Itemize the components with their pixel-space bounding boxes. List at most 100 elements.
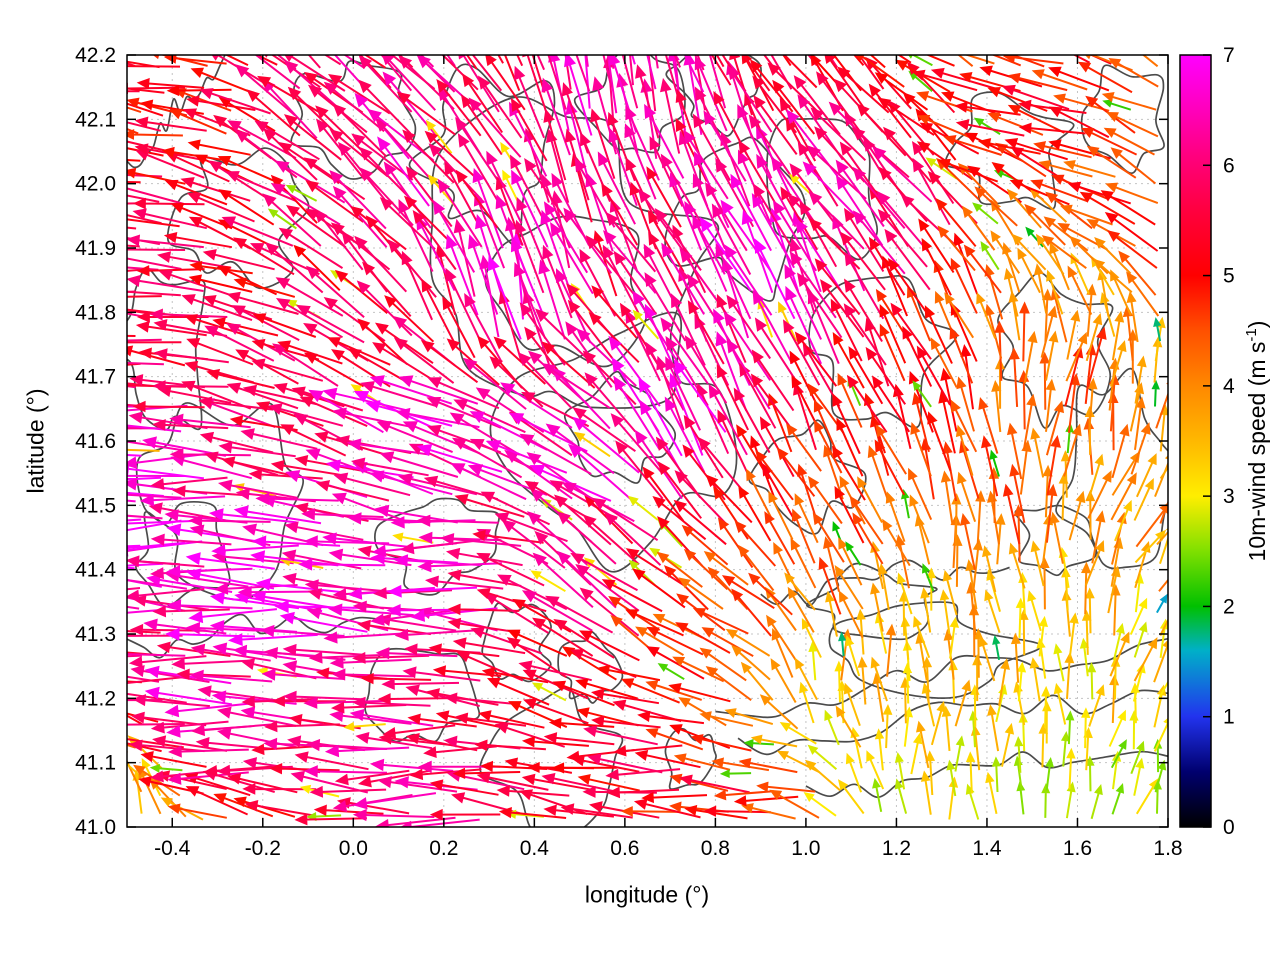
wind-arrow xyxy=(186,95,256,111)
wind-arrow xyxy=(1085,755,1095,792)
wind-arrow xyxy=(657,461,702,519)
wind-arrow xyxy=(1080,127,1138,156)
wind-arrow xyxy=(1042,288,1053,343)
wind-arrow xyxy=(358,79,412,135)
wind-arrow xyxy=(703,805,771,817)
wind-arrow xyxy=(874,439,906,496)
wind-arrow xyxy=(208,160,273,203)
wind-arrow xyxy=(849,495,884,545)
wind-arrow xyxy=(751,192,795,269)
wind-arrow xyxy=(190,643,271,662)
wind-arrow xyxy=(451,792,523,815)
wind-arrow xyxy=(648,231,683,297)
wind-arrow xyxy=(922,563,935,592)
wind-arrow xyxy=(1159,527,1168,565)
wind-arrow xyxy=(360,672,432,685)
wind-arrow xyxy=(437,178,483,248)
wind-arrow xyxy=(975,490,986,545)
wind-arrow xyxy=(627,495,659,521)
wind-arrow xyxy=(1039,351,1051,410)
wind-arrow xyxy=(543,108,567,181)
wind-arrow xyxy=(132,208,208,230)
wind-arrow xyxy=(1135,453,1157,498)
wind-arrow xyxy=(865,56,912,110)
wind-arrow xyxy=(690,734,752,752)
wind-arrow xyxy=(1084,540,1105,586)
wind-arrow xyxy=(255,401,324,427)
wind-arrow xyxy=(553,618,615,659)
wind-arrow xyxy=(1041,685,1051,728)
wind-arrow xyxy=(754,238,796,320)
wind-arrow xyxy=(1043,216,1089,252)
wind-arrow xyxy=(285,184,318,202)
wind-arrow xyxy=(263,646,346,661)
wind-arrow xyxy=(830,298,863,362)
wind-arrow xyxy=(274,600,365,613)
wind-arrow xyxy=(127,65,181,68)
wind-arrow xyxy=(127,127,139,135)
wind-arrow xyxy=(793,75,841,136)
wind-arrow xyxy=(633,798,701,819)
wind-arrow xyxy=(265,242,324,294)
wind-arrow xyxy=(601,579,663,613)
wind-arrow xyxy=(1081,707,1091,749)
wind-arrow xyxy=(1053,93,1110,112)
wind-arrow xyxy=(357,619,432,636)
wind-arrow xyxy=(1087,326,1107,387)
tick-label: 2 xyxy=(1223,595,1235,618)
wind-arrow xyxy=(536,55,546,71)
tick-label: 42.1 xyxy=(75,108,116,131)
wind-arrow xyxy=(956,376,975,432)
wind-arrow xyxy=(895,534,910,589)
wind-arrow xyxy=(510,236,546,319)
wind-arrow xyxy=(516,55,524,67)
wind-arrow xyxy=(629,55,634,86)
wind-arrow xyxy=(304,579,386,593)
wind-arrow xyxy=(1106,112,1159,138)
tick-label: -0.4 xyxy=(154,837,191,860)
wind-arrow xyxy=(694,55,706,111)
wind-arrow xyxy=(1087,470,1112,519)
wind-arrow xyxy=(171,657,251,670)
wind-arrow xyxy=(152,735,228,752)
colorbar-title: 10m-wind speed (m s-1) xyxy=(1243,321,1271,562)
wind-arrow xyxy=(582,514,640,566)
wind-arrow xyxy=(1068,612,1079,657)
wind-arrow xyxy=(226,291,299,315)
wind-arrow xyxy=(127,609,161,614)
wind-arrow xyxy=(1035,233,1065,275)
wind-arrow xyxy=(560,803,633,819)
wind-arrow xyxy=(738,140,777,205)
wind-arrow xyxy=(885,491,906,543)
wind-arrow xyxy=(949,616,959,659)
wind-arrow xyxy=(981,435,999,497)
wind-arrow xyxy=(503,55,521,91)
wind-arrow xyxy=(164,702,251,718)
wind-arrow xyxy=(442,296,476,359)
wind-arrow xyxy=(978,635,996,682)
wind-arrow xyxy=(613,375,660,450)
wind-arrow xyxy=(784,263,822,340)
wind-arrow xyxy=(127,121,162,132)
wind-arrow xyxy=(737,103,773,179)
wind-arrow xyxy=(1059,204,1113,226)
wind-arrow xyxy=(127,491,164,497)
wind-arrow xyxy=(127,159,141,162)
wind-arrow xyxy=(1002,483,1021,545)
wind-arrow xyxy=(1077,61,1133,94)
wind-arrow xyxy=(808,191,865,250)
wind-arrow xyxy=(926,567,937,611)
contour-line xyxy=(997,271,1114,429)
wind-arrow xyxy=(127,290,136,293)
wind-arrow xyxy=(384,295,435,343)
wind-arrow xyxy=(756,153,797,228)
wind-arrow xyxy=(1108,709,1126,747)
wind-arrow xyxy=(424,575,504,590)
wind-arrow xyxy=(572,416,640,474)
wind-arrow xyxy=(186,192,255,223)
wind-arrow xyxy=(790,537,817,589)
wind-arrow xyxy=(127,202,136,205)
wind-arrow xyxy=(794,657,818,701)
wind-arrow xyxy=(166,599,253,612)
tick-label: 1 xyxy=(1223,706,1235,729)
